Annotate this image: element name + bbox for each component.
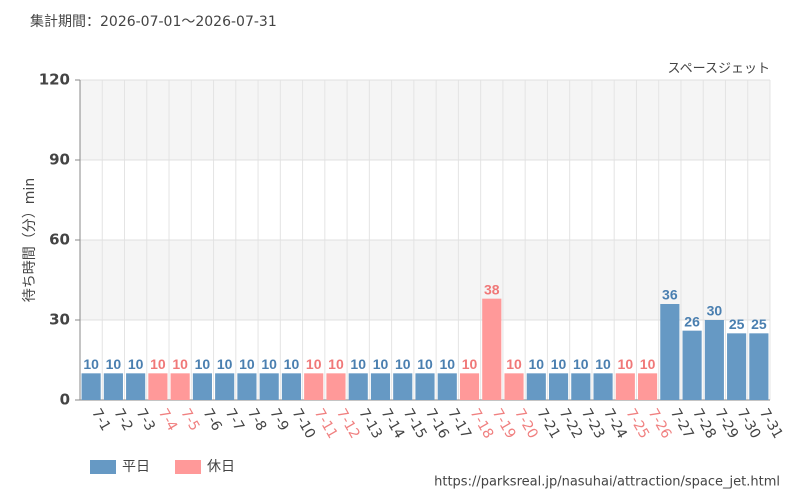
value-label: 10 [284, 356, 300, 372]
x-tick-label: 7-2 [110, 406, 135, 434]
bar [370, 373, 391, 400]
legend-label: 平日 [122, 459, 150, 475]
bar [459, 373, 480, 400]
value-label: 10 [306, 356, 322, 372]
x-tick-label: 7-7 [222, 406, 247, 434]
value-label: 10 [462, 356, 478, 372]
legend-label: 休日 [207, 459, 235, 475]
value-label: 10 [83, 356, 99, 372]
bar [704, 320, 724, 400]
value-label: 10 [595, 356, 611, 372]
bar [170, 373, 190, 400]
x-tick-label: 7-6 [199, 406, 224, 434]
plot-band [80, 240, 770, 320]
bar [304, 373, 324, 400]
bar [482, 298, 502, 400]
y-tick-label: 60 [49, 231, 70, 249]
value-label: 10 [261, 356, 277, 372]
x-tick-label: 7-9 [266, 406, 291, 434]
bar [281, 373, 302, 400]
value-label: 26 [684, 313, 700, 329]
value-label: 10 [618, 356, 634, 372]
bar [660, 304, 680, 400]
value-label: 25 [751, 316, 767, 332]
bar [393, 373, 413, 400]
y-tick-label: 90 [49, 151, 70, 169]
value-label: 10 [328, 356, 344, 372]
x-tick-label: 7-4 [155, 406, 180, 434]
value-label: 10 [573, 356, 589, 372]
value-label: 10 [239, 356, 255, 372]
x-tick-label: 7-31 [756, 406, 786, 442]
value-label: 30 [707, 303, 723, 319]
value-label: 10 [417, 356, 433, 372]
bar [638, 373, 658, 400]
value-label: 10 [128, 356, 144, 372]
value-label: 10 [395, 356, 411, 372]
bar [749, 333, 769, 400]
value-label: 10 [439, 356, 455, 372]
value-label: 10 [551, 356, 567, 372]
y-tick-label: 30 [49, 311, 70, 329]
chart-title: 集計期間：2026-07-01～2026-07-31 [30, 13, 277, 30]
value-label: 38 [484, 281, 500, 297]
bar [215, 373, 235, 400]
bar [326, 373, 346, 400]
value-label: 10 [373, 356, 389, 372]
x-tick-label: 7-3 [133, 406, 158, 434]
bar [682, 330, 702, 400]
value-label: 10 [217, 356, 233, 372]
bar [615, 373, 635, 400]
bar [526, 373, 546, 400]
bar [259, 373, 279, 400]
value-label: 10 [350, 356, 366, 372]
value-label: 25 [729, 316, 745, 332]
x-tick-label: 7-8 [244, 406, 269, 434]
value-label: 10 [172, 356, 188, 372]
value-label: 10 [506, 356, 522, 372]
value-label: 36 [662, 287, 678, 303]
value-label: 10 [195, 356, 211, 372]
bar [81, 373, 101, 400]
bar [103, 373, 123, 400]
bar [348, 373, 368, 400]
y-tick-label: 0 [60, 391, 70, 409]
bar [504, 373, 524, 400]
bar [571, 373, 591, 400]
source-url: https://parksreal.jp/nasuhai/attraction/… [434, 475, 780, 490]
chart-subtitle: スペースジェット [668, 62, 770, 77]
legend-swatch [175, 460, 201, 474]
value-label: 10 [150, 356, 166, 372]
bar [593, 373, 613, 400]
plot-band [80, 80, 770, 160]
legend-swatch [90, 460, 116, 474]
bar [548, 373, 569, 400]
bar [415, 373, 435, 400]
bar [727, 333, 747, 400]
bar [192, 373, 212, 400]
bar [437, 373, 457, 400]
y-axis-label: 待ち時間（分）min [22, 178, 38, 302]
bar [126, 373, 146, 400]
value-label: 10 [529, 356, 545, 372]
x-tick-label: 7-5 [177, 406, 202, 434]
bar [237, 373, 257, 400]
y-tick-label: 120 [39, 71, 70, 89]
x-tick-label: 7-1 [88, 406, 113, 434]
value-label: 10 [640, 356, 656, 372]
value-label: 10 [106, 356, 122, 372]
bar [148, 373, 168, 400]
